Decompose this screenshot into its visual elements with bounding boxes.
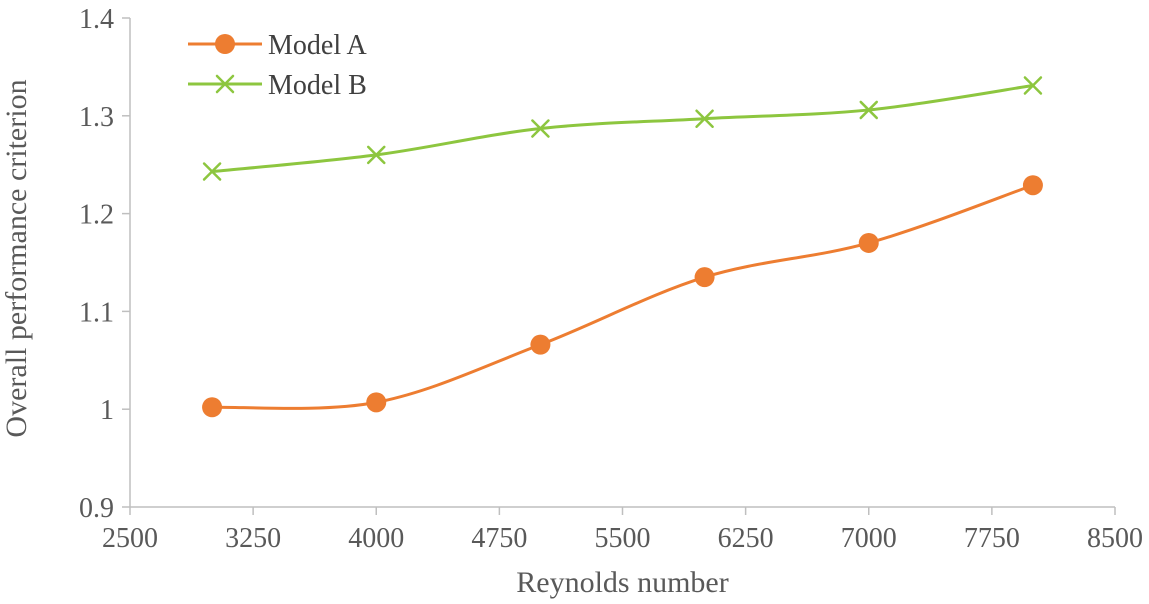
x-tick-label: 3250 (225, 523, 281, 554)
data-point-model-a (858, 232, 879, 253)
x-tick-label: 7750 (964, 523, 1020, 554)
legend-item-model-a: Model A (188, 30, 368, 61)
legend-label: Model A (268, 30, 368, 61)
data-point-model-a (202, 397, 223, 418)
data-point-model-a (694, 267, 715, 288)
series-model-b (202, 76, 1043, 181)
y-tick-label: 0.9 (79, 493, 114, 524)
series-line-model-b (211, 83, 1034, 174)
data-point-model-b (1023, 76, 1043, 95)
x-ticks: 2500 3250 4000 4750 5500 6250 7000 7750 8500 (102, 507, 1143, 554)
x-axis-title: Reynolds number (516, 566, 728, 599)
x-tick-label: 2500 (102, 523, 158, 554)
data-point-model-a (1022, 175, 1043, 196)
y-tick-label: 1 (100, 395, 114, 426)
legend-marker-model-b (215, 74, 235, 94)
series-model-a (202, 175, 1043, 418)
legend: Model A Model B (188, 30, 368, 101)
data-point-model-b (695, 109, 714, 128)
data-point-model-b (367, 145, 386, 165)
y-tick-label: 1.3 (79, 102, 114, 133)
data-point-model-b (531, 119, 550, 138)
series-line-model-a (212, 183, 1034, 410)
x-tick-label: 5500 (595, 523, 651, 554)
data-point-model-b (859, 100, 878, 120)
x-tick-label: 7000 (841, 523, 897, 554)
data-point-model-a (530, 334, 551, 355)
y-axis-title: Overall performance criterion (0, 79, 33, 437)
legend-label: Model B (268, 70, 367, 101)
y-tick-label: 1.2 (79, 200, 114, 231)
data-point-model-a (366, 392, 387, 413)
x-tick-label: 6250 (718, 523, 774, 554)
y-tick-label: 1.1 (79, 297, 114, 328)
x-tick-label: 8500 (1087, 523, 1143, 554)
legend-marker-model-a (215, 34, 235, 54)
series-layer (202, 76, 1043, 418)
x-tick-label: 4750 (471, 523, 527, 554)
y-ticks: 0.9 1 1.1 1.2 1.3 1.4 (79, 4, 130, 524)
y-tick-label: 1.4 (79, 4, 114, 35)
data-point-model-b (202, 162, 222, 181)
legend-item-model-b: Model B (188, 70, 367, 101)
x-tick-label: 4000 (348, 523, 404, 554)
